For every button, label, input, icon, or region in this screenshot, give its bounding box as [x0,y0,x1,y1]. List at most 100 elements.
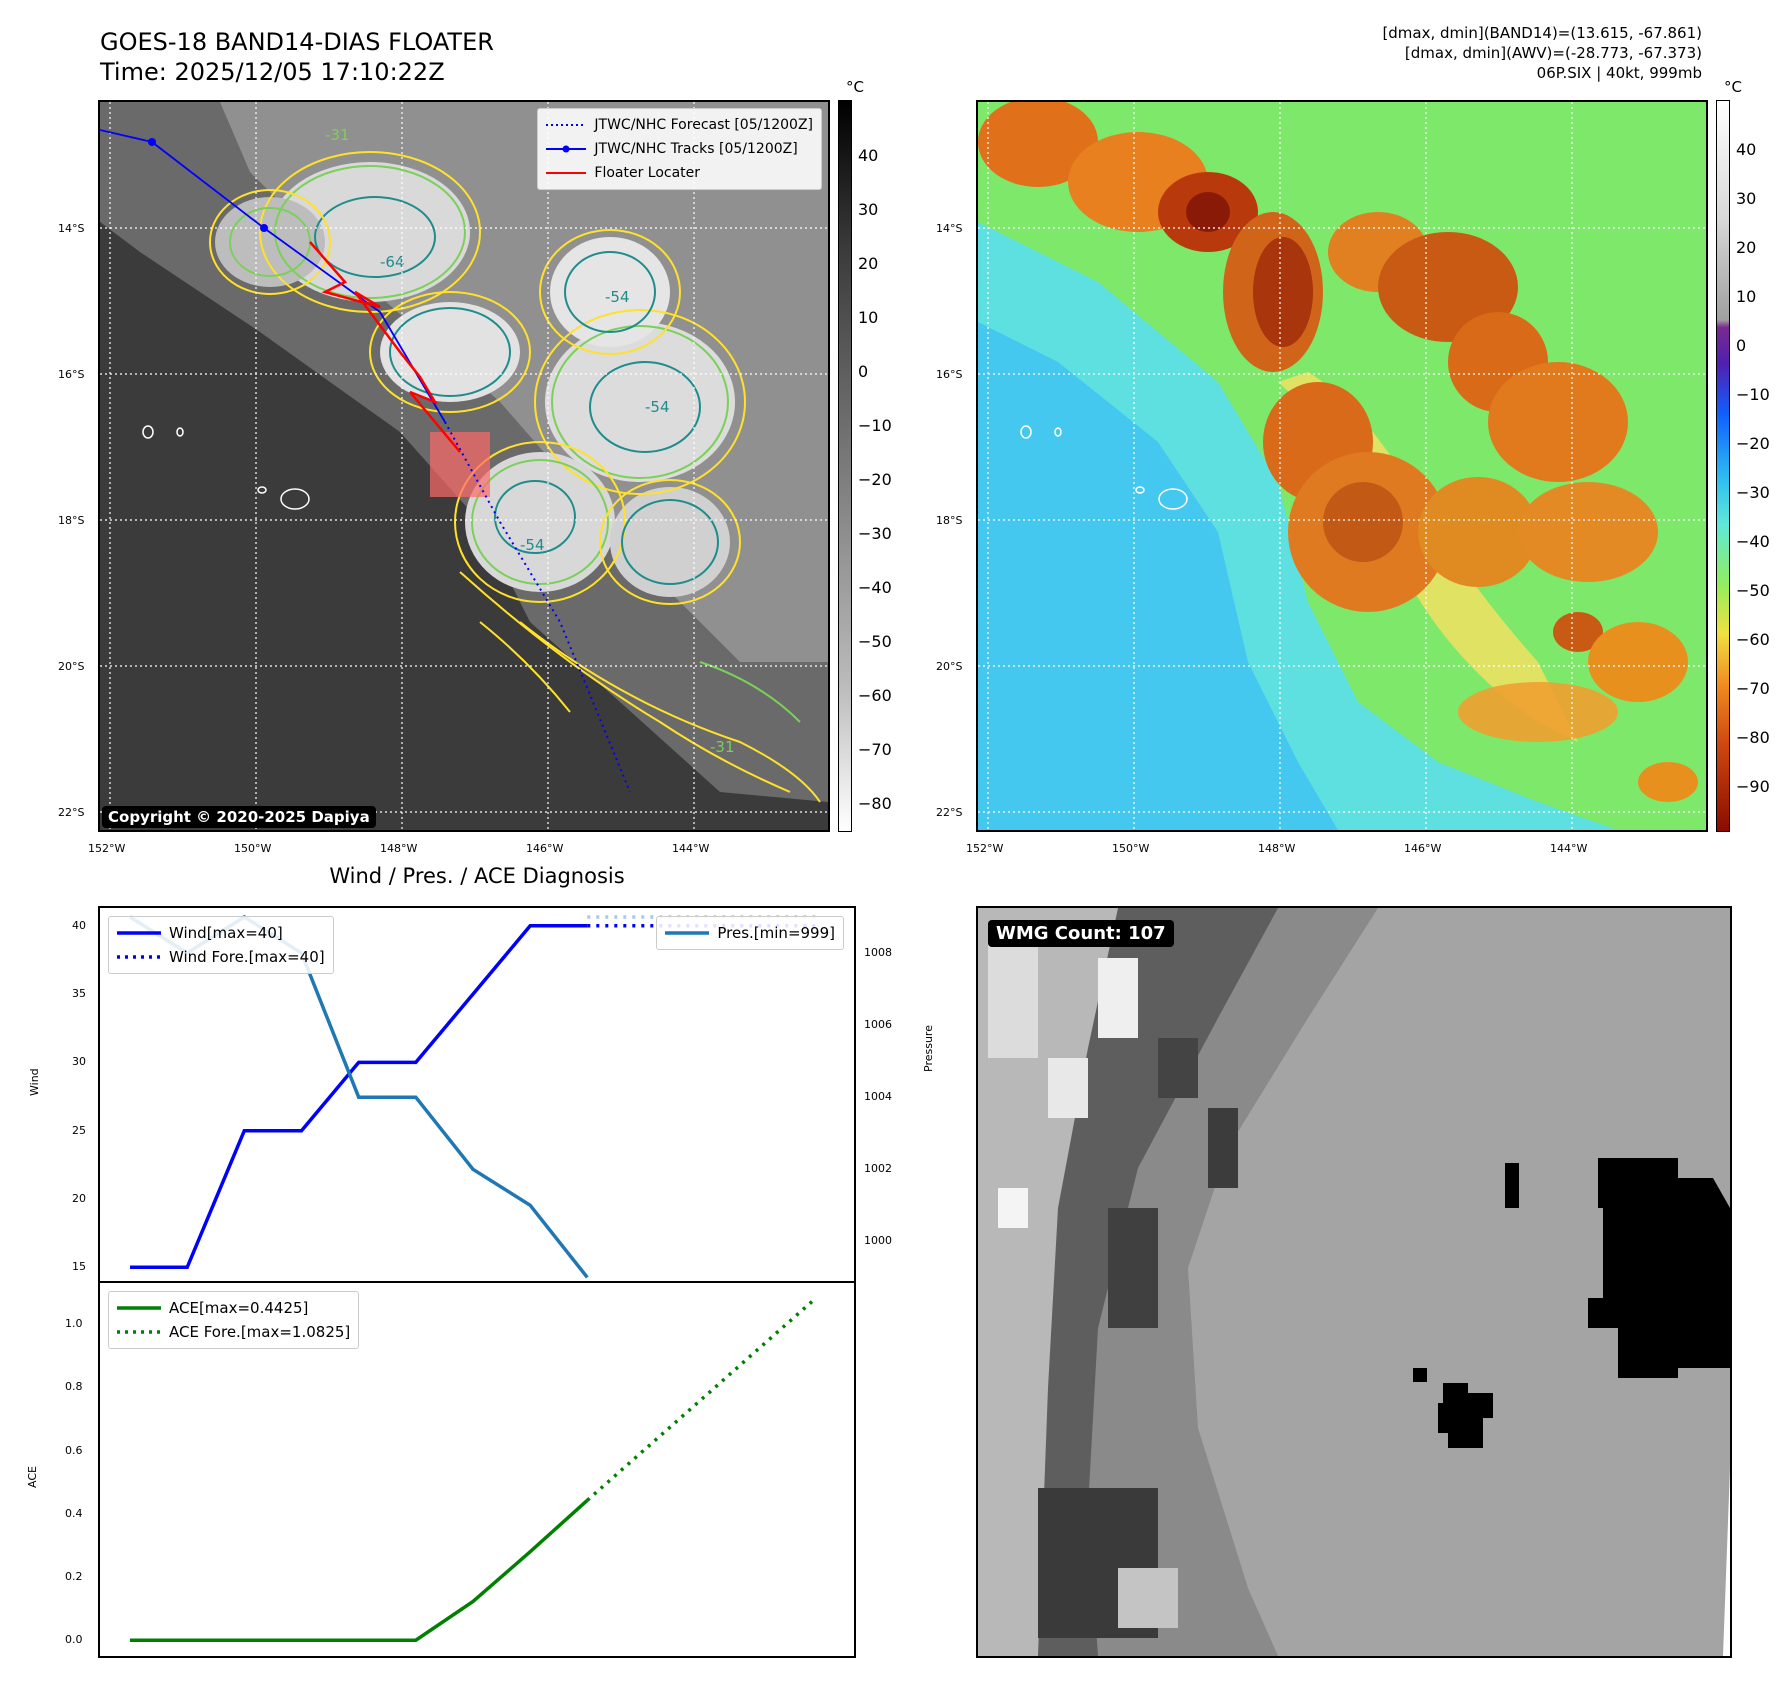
pressure-axis-label: Pressure [922,1025,935,1072]
copyright-badge: Copyright © 2020-2025 Dapiya [102,806,376,828]
ace-plot [130,1296,818,1642]
lon-label: 150°W [234,842,272,855]
colorbar-tick: −60 [858,686,892,705]
legend-pressure-label: Pres.[min=999] [717,924,835,942]
lat-label: 18°S [58,514,85,527]
lat-label: 14°S [936,222,963,235]
colorbar-tick: −80 [1736,728,1770,747]
colorbar-tick: 40 [858,146,879,165]
track-point [260,224,268,232]
ace-axis-label: ACE [26,1466,39,1488]
left-colorbar-unit: °C [846,78,864,96]
ace-tick: 0.0 [65,1633,83,1647]
diagnosis-title: Wind / Pres. / ACE Diagnosis [329,864,625,888]
legend-forecast-label: JTWC/NHC Forecast [05/1200Z] [594,117,813,133]
ace-tick: 0.4 [65,1506,83,1520]
colorbar-tick: 30 [858,200,879,219]
ace-line [130,1498,589,1642]
chart-timestamp: Time: 2025/12/05 17:10:22Z [100,58,445,86]
left-colorbar [838,100,852,832]
right-colorbar-unit: °C [1724,78,1742,96]
legend-locater: Floater Locater [546,161,813,185]
lat-label: 20°S [58,660,85,673]
colorbar-tick: −20 [858,470,892,489]
colorbar-tick: 10 [1736,287,1757,306]
legend-tracks: JTWC/NHC Tracks [05/1200Z] [546,137,813,161]
lat-label: 20°S [936,660,963,673]
lat-label: 22°S [58,806,85,819]
wind-tick: 25 [72,1123,86,1137]
floater-box [430,432,490,497]
wind-axis-label: Wind [28,1068,41,1096]
wind-tick: 15 [72,1260,86,1274]
chart-title: GOES-18 BAND14-DIAS FLOATER [100,28,494,56]
wind-tick: 30 [72,1055,86,1069]
lon-label: 152°W [966,842,1004,855]
awv-map [976,100,1708,832]
lat-label: 22°S [936,806,963,819]
legend-forecast: JTWC/NHC Forecast [05/1200Z] [546,113,813,137]
legend-ace: ACE[max=0.4425] [117,1296,350,1320]
storm-info: 06P.SIX | 40kt, 999mb [1536,64,1702,82]
colorbar-tick: −70 [858,740,892,759]
lon-label: 144°W [672,842,710,855]
legend-wind: Wind[max=40] [117,921,325,945]
pressure-tick: 1004 [864,1090,892,1104]
lat-label: 16°S [58,368,85,381]
colorbar-tick: 10 [858,308,879,327]
legend-wind-label: Wind[max=40] [169,924,283,942]
contour-label: -54 [520,536,545,554]
ace-panel: ACE[max=0.4425] ACE Fore.[max=1.0825] [98,1281,856,1658]
contour-label: -54 [645,398,670,416]
wmg-image [978,908,1730,1656]
legend-tracks-label: JTWC/NHC Tracks [05/1200Z] [594,141,798,157]
colorbar-tick: −80 [858,794,892,813]
band14-map: -64 -54 -54 -54 -31 -31 [98,100,830,832]
pressure-tick: 1008 [864,946,892,960]
colorbar-tick: 20 [858,254,879,273]
contour-label: -64 [380,253,405,271]
lon-label: 144°W [1550,842,1588,855]
colorbar-tick: −20 [1736,434,1770,453]
colorbar-tick: −10 [858,416,892,435]
lon-label: 146°W [526,842,564,855]
legend-ace-label: ACE[max=0.4425] [169,1299,309,1317]
awv-map-image [978,102,1706,830]
colorbar-tick: 40 [1736,140,1757,159]
lon-label: 150°W [1112,842,1150,855]
lon-label: 148°W [1258,842,1296,855]
colorbar-tick: −50 [858,632,892,651]
colorbar-tick: −30 [858,524,892,543]
wind-pressure-panel: Wind[max=40] Wind Fore.[max=40] Pres.[mi… [98,906,856,1283]
colorbar-tick: −70 [1736,679,1770,698]
pressure-tick: 1000 [864,1234,892,1248]
colorbar-tick: −40 [1736,532,1770,551]
legend-ace-fore-label: ACE Fore.[max=1.0825] [169,1323,351,1341]
colorbar-tick: 20 [1736,238,1757,257]
pressure-tick: 1002 [864,1162,892,1176]
floater-locater-line [309,241,461,453]
ace-tick: 0.2 [65,1569,83,1583]
pressure-tick: 1006 [864,1018,892,1032]
wmg-count-badge: WMG Count: 107 [988,920,1174,947]
wind-line [130,924,588,1270]
legend-locater-label: Floater Locater [594,165,701,181]
legend-wind-fore-label: Wind Fore.[max=40] [169,948,325,966]
lon-label: 148°W [380,842,418,855]
wind-tick: 20 [72,1192,86,1206]
legend-ace-fore: ACE Fore.[max=1.0825] [117,1320,350,1344]
colorbar-tick: −90 [1736,777,1770,796]
ace-legend: ACE[max=0.4425] ACE Fore.[max=1.0825] [108,1291,360,1349]
legend-wind-fore: Wind Fore.[max=40] [117,945,325,969]
pressure-legend: Pres.[min=999] [656,916,844,950]
colorbar-tick: 0 [858,362,869,381]
right-colorbar [1716,100,1730,832]
track-point [148,138,156,146]
band14-range: [dmax, dmin](BAND14)=(13.615, -67.861) [1382,24,1702,42]
contour-label: -31 [325,126,350,144]
lat-label: 14°S [58,222,85,235]
lat-label: 18°S [936,514,963,527]
colorbar-tick: −40 [858,578,892,597]
band14-map-image: -64 -54 -54 -54 -31 -31 [100,102,828,830]
legend-pressure: Pres.[min=999] [665,921,835,945]
